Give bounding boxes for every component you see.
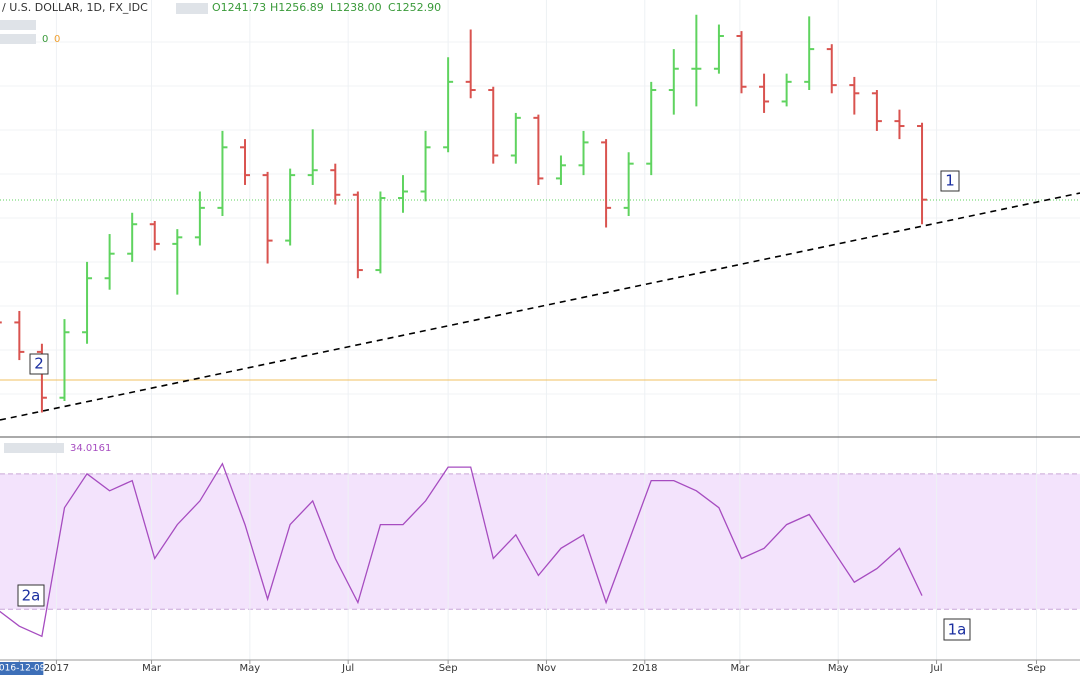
symbol: / U.S. DOLLAR, 1D, FX_IDC (2, 1, 148, 14)
indicator-buttons[interactable] (0, 20, 36, 30)
label-box (943, 618, 971, 641)
label: 1a (948, 621, 967, 639)
label: 2 (34, 355, 44, 373)
x-tick-label: May (240, 663, 261, 674)
x-tick-label: 2018 (632, 663, 657, 674)
label-box (17, 584, 45, 607)
label: 1 (945, 172, 955, 190)
x-tick-label: Nov (537, 663, 557, 674)
labels: 1 2 1a 2a (17, 170, 971, 641)
label-box (29, 353, 49, 375)
x-tick-label: May (828, 663, 849, 674)
low-value: L1238.00 (330, 1, 382, 14)
x-tick-label: Mar (142, 663, 162, 674)
indicator-value: 0 (54, 34, 60, 45)
rsi-line (0, 462, 923, 638)
rsi-band (0, 473, 1080, 610)
x-tick-label: Jul (341, 663, 354, 674)
high-value: H1256.89 (270, 1, 324, 14)
x-tick-label: Jul (929, 663, 942, 674)
toolbar: / U.S. DOLLAR, 1D, FX_IDC O1241.73 H1256… (0, 1, 441, 454)
indicator-buttons[interactable] (0, 34, 36, 44)
x-tick-label: 2016-12-09 (0, 664, 46, 674)
x-tick-label: Sep (439, 663, 458, 674)
label: 2a (22, 587, 41, 605)
rsi-value: 34.0161 (70, 443, 111, 454)
x-tick-highlight (0, 662, 44, 675)
x-tick-label: Sep (1027, 663, 1046, 674)
label-box (940, 170, 960, 192)
x-tick-label: 2017 (44, 663, 69, 674)
x-tick-label: Mar (730, 663, 750, 674)
header-buttons[interactable] (176, 3, 208, 14)
indicator-value: 0 (42, 34, 48, 45)
rsi-pane (0, 462, 923, 638)
trend-line (0, 192, 1080, 421)
price-bars (0, 14, 928, 413)
close-value: C1252.90 (388, 1, 441, 14)
rsi-band-fill (0, 473, 1080, 610)
rsi-buttons[interactable] (4, 443, 64, 453)
open-value: O1241.73 (212, 1, 266, 14)
grid (0, 41, 1080, 395)
